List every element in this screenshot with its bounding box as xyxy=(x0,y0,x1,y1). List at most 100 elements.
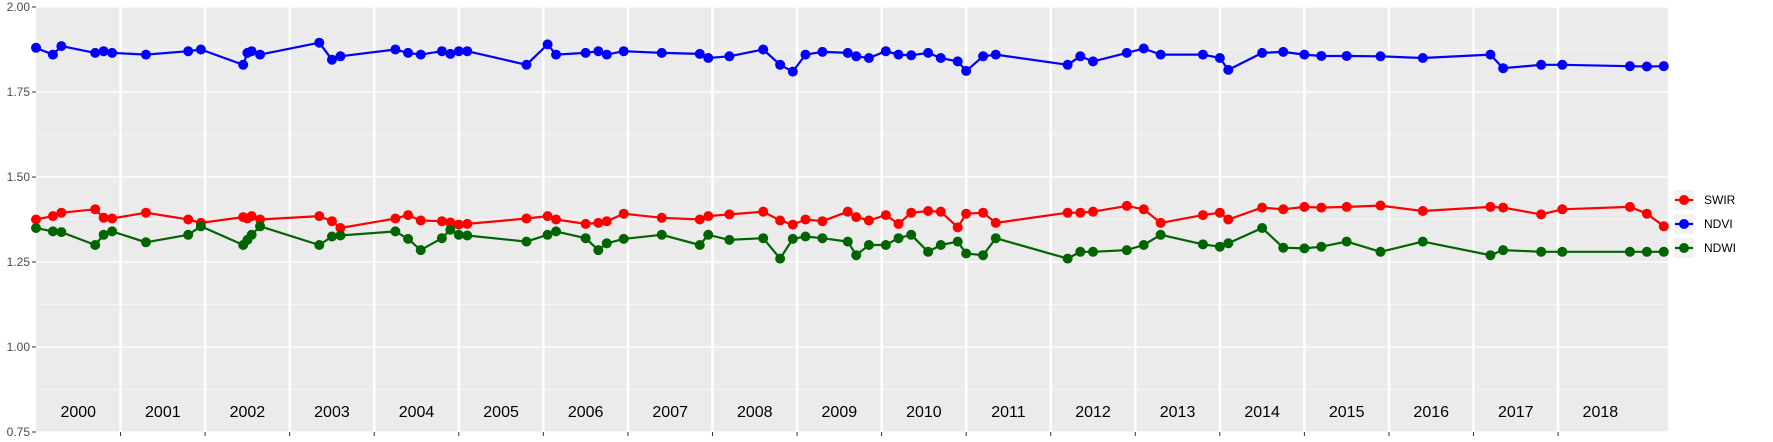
data-point-ndvi xyxy=(246,46,257,57)
data-point-ndvi xyxy=(961,65,972,76)
data-point-ndwi xyxy=(1341,236,1352,247)
data-point-swir xyxy=(90,204,101,215)
data-point-ndwi xyxy=(935,240,946,250)
data-point-ndwi xyxy=(1075,246,1086,257)
data-point-ndvi xyxy=(1641,61,1652,72)
data-point-ndwi xyxy=(542,229,553,240)
data-point-ndvi xyxy=(390,44,401,55)
data-point-swir xyxy=(1075,207,1086,218)
data-point-ndwi xyxy=(140,237,151,248)
data-point-ndwi xyxy=(1557,246,1568,257)
data-point-swir xyxy=(314,211,325,222)
data-point-ndwi xyxy=(1299,243,1310,254)
data-point-ndvi xyxy=(1223,64,1234,75)
data-point-swir xyxy=(246,211,257,222)
data-point-ndwi xyxy=(978,250,989,261)
year-label: 2011 xyxy=(991,404,1026,421)
y-tick-label: 1.50 xyxy=(7,170,31,184)
year-label: 2004 xyxy=(399,404,435,421)
data-point-ndwi xyxy=(445,224,456,235)
data-point-swir xyxy=(107,213,118,224)
data-point-swir xyxy=(542,211,553,222)
data-point-ndvi xyxy=(593,46,604,57)
data-point-ndvi xyxy=(195,44,206,55)
data-point-ndvi xyxy=(1138,43,1149,54)
data-point-ndwi xyxy=(580,233,591,244)
legend-key-point xyxy=(1679,219,1689,229)
data-point-swir xyxy=(462,218,473,229)
data-point-swir xyxy=(1641,208,1652,219)
year-label: 2002 xyxy=(230,404,266,421)
data-point-swir xyxy=(1557,204,1568,215)
data-point-swir xyxy=(1375,200,1386,211)
data-point-ndvi xyxy=(1498,63,1509,74)
legend-key-point xyxy=(1679,195,1689,205)
data-point-ndwi xyxy=(863,240,874,250)
data-point-swir xyxy=(601,216,612,227)
year-label: 2012 xyxy=(1075,404,1111,421)
data-point-ndvi xyxy=(851,51,862,62)
data-point-ndvi xyxy=(724,51,735,62)
data-point-ndvi xyxy=(1557,59,1568,70)
data-point-ndvi xyxy=(1121,47,1132,58)
data-point-swir xyxy=(1155,217,1166,228)
data-point-ndwi xyxy=(758,233,769,244)
data-point-ndwi xyxy=(787,233,798,244)
y-tick-label: 2.00 xyxy=(7,0,31,14)
data-point-swir xyxy=(1138,204,1149,215)
data-point-swir xyxy=(758,206,769,217)
data-point-swir xyxy=(1316,202,1327,213)
data-point-ndvi xyxy=(952,56,963,67)
data-point-swir xyxy=(445,217,456,228)
data-point-ndwi xyxy=(1316,241,1327,252)
data-point-ndwi xyxy=(800,231,811,242)
data-point-ndvi xyxy=(1257,47,1268,58)
data-point-ndvi xyxy=(462,46,473,57)
data-point-ndvi xyxy=(1155,49,1166,60)
data-point-ndvi xyxy=(1087,56,1098,67)
data-point-ndwi xyxy=(1624,246,1635,257)
y-tick-label: 0.75 xyxy=(7,425,31,439)
data-point-swir xyxy=(880,210,891,221)
data-point-ndvi xyxy=(415,49,426,60)
data-point-ndvi xyxy=(817,46,828,57)
data-point-ndvi xyxy=(775,59,786,70)
data-point-ndwi xyxy=(923,246,934,257)
data-point-ndwi xyxy=(817,233,828,244)
data-point-swir xyxy=(842,206,853,217)
data-point-ndwi xyxy=(1223,238,1234,249)
data-point-ndwi xyxy=(703,229,714,240)
data-point-ndvi xyxy=(656,47,667,58)
data-point-swir xyxy=(551,214,562,225)
data-point-ndwi xyxy=(335,230,346,241)
data-point-swir xyxy=(1087,206,1098,217)
data-point-ndwi xyxy=(656,229,667,240)
data-point-swir xyxy=(593,217,604,228)
data-point-ndwi xyxy=(551,226,562,237)
data-point-ndvi xyxy=(436,46,447,57)
year-label: 2003 xyxy=(314,404,350,421)
data-point-ndwi xyxy=(961,248,972,259)
data-point-ndvi xyxy=(98,46,109,57)
data-point-swir xyxy=(935,206,946,217)
year-label: 2000 xyxy=(60,404,96,421)
data-point-swir xyxy=(618,208,629,219)
data-point-ndvi xyxy=(618,46,629,57)
data-point-ndwi xyxy=(1417,236,1428,247)
data-point-ndvi xyxy=(800,49,811,60)
data-point-ndvi xyxy=(1197,49,1208,60)
data-point-ndwi xyxy=(390,226,401,237)
year-label: 2015 xyxy=(1329,404,1365,421)
data-point-ndwi xyxy=(415,245,426,256)
data-point-ndvi xyxy=(1278,46,1289,57)
data-point-ndwi xyxy=(724,234,735,245)
data-point-swir xyxy=(1257,202,1268,213)
data-point-ndvi xyxy=(551,49,562,60)
data-point-ndwi xyxy=(31,223,41,233)
data-point-swir xyxy=(183,214,194,225)
year-label: 2010 xyxy=(906,404,942,421)
year-label: 2008 xyxy=(737,404,773,421)
data-point-ndwi xyxy=(618,233,629,244)
data-point-ndwi xyxy=(593,245,604,256)
data-point-ndwi xyxy=(1197,239,1208,250)
